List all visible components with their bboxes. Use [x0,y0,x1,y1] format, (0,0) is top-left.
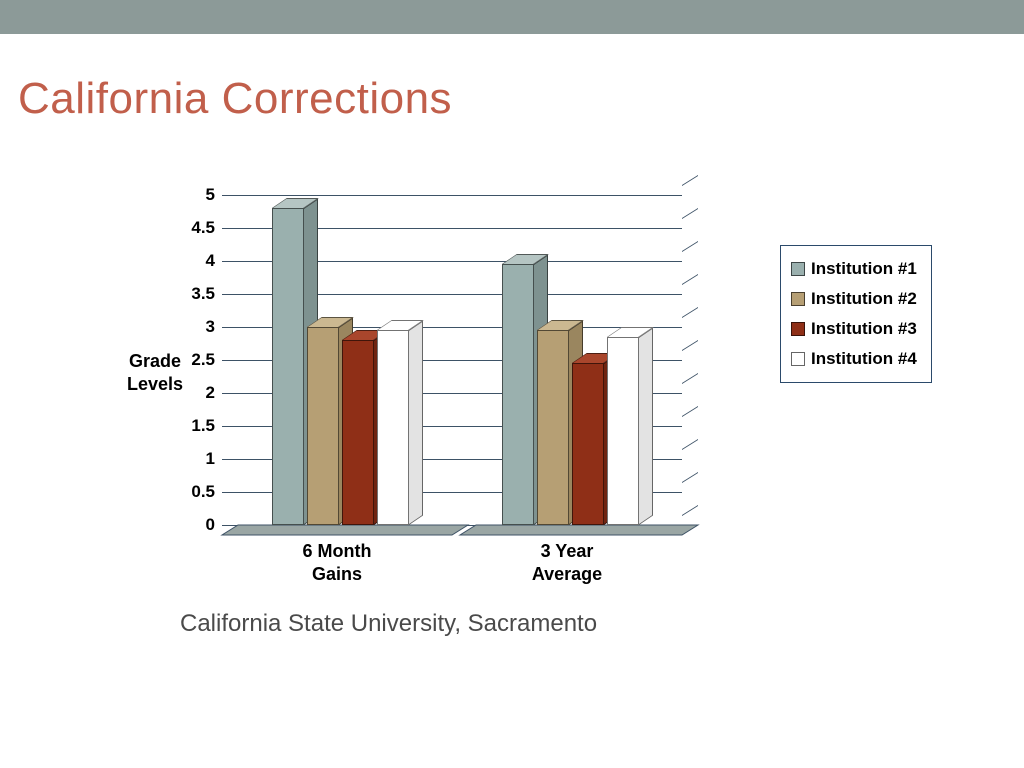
ytick-label: 0 [206,515,215,535]
ytick-label: 1 [206,449,215,469]
legend-label: Institution #1 [811,259,917,279]
ytick-label: 4.5 [191,218,215,238]
bar-institution-1 [502,264,534,525]
chart-floor [222,525,682,536]
ytick-label: 5 [206,185,215,205]
bar-institution-3 [342,340,374,525]
footer-text: California State University, Sacramento [180,610,597,638]
bar-institution-4 [607,337,639,525]
page-title: California Corrections [0,34,1024,124]
xtick-label: 3 YearAverage [497,540,637,585]
legend-item: Institution #2 [791,284,917,314]
legend-swatch [791,292,805,306]
ytick-label: 1.5 [191,416,215,436]
ytick-label: 2 [206,383,215,403]
legend-swatch [791,322,805,336]
bar-groups [222,195,682,525]
legend-item: Institution #1 [791,254,917,284]
bar-institution-1 [272,208,304,525]
bar-institution-3 [572,363,604,525]
legend-swatch [791,352,805,366]
y-axis-ticks: 00.511.522.533.544.55 [165,195,215,525]
xtick-label: 6 MonthGains [267,540,407,585]
legend-label: Institution #4 [811,349,917,369]
ytick-label: 2.5 [191,350,215,370]
bar-institution-4 [377,330,409,525]
bar-institution-2 [307,327,339,525]
legend-label: Institution #3 [811,319,917,339]
chart-legend: Institution #1 Institution #2 Institution … [780,245,932,383]
side-wall [682,185,698,515]
plot-area [222,195,682,525]
ytick-label: 4 [206,251,215,271]
ytick-label: 3.5 [191,284,215,304]
ytick-label: 0.5 [191,482,215,502]
bar-institution-2 [537,330,569,525]
legend-label: Institution #2 [811,289,917,309]
legend-item: Institution #4 [791,344,917,374]
legend-item: Institution #3 [791,314,917,344]
legend-swatch [791,262,805,276]
grade-levels-chart: GradeLevels 00.511.522.533.544.55 6 Mont… [110,195,850,595]
ytick-label: 3 [206,317,215,337]
header-bar [0,0,1024,34]
